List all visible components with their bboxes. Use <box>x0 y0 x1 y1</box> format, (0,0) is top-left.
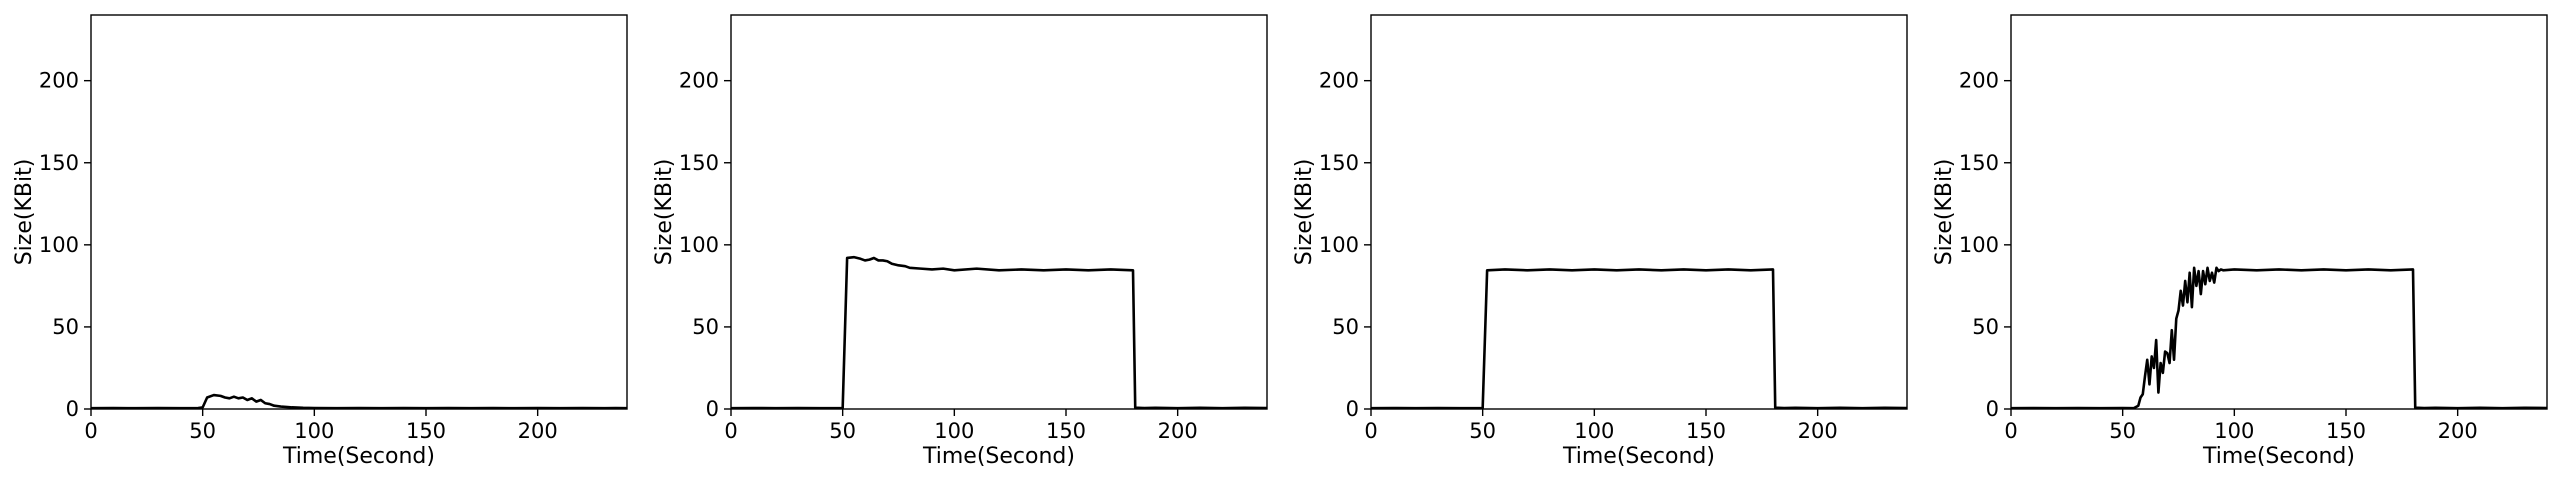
x-tick-label: 100 <box>2214 419 2254 443</box>
x-tick-label: 150 <box>1686 419 1726 443</box>
y-tick-label: 150 <box>1959 151 1999 175</box>
chart-panel-3: 0 50 100 150 200 0 50 100 150 200 Time(Second) Size… <box>1292 14 1908 469</box>
chart-panel-1: 0 50 100 150 200 0 50 100 150 200 Time(Second) Size… <box>12 14 628 469</box>
x-tick-label: 0 <box>724 419 737 443</box>
y-tick-label: 200 <box>1959 69 1999 93</box>
y-tick-label: 100 <box>1959 233 1999 257</box>
plot-frame <box>2010 14 2548 410</box>
y-axis-label: Size(KBit) <box>12 159 37 266</box>
y-tick-label: 100 <box>679 233 719 257</box>
x-axis-label: Time(Second) <box>1562 444 1715 469</box>
y-tick-label: 0 <box>66 397 79 421</box>
y-tick-label: 150 <box>39 151 79 175</box>
y-tick-label: 50 <box>52 315 79 339</box>
x-tick-label: 150 <box>1046 419 1086 443</box>
x-axis-label: Time(Second) <box>282 444 435 469</box>
y-tick-label: 100 <box>1319 233 1359 257</box>
y-tick-label: 150 <box>679 151 719 175</box>
plot-frame <box>730 14 1268 410</box>
y-tick-label: 50 <box>692 315 719 339</box>
plot-frame <box>1370 14 1908 410</box>
x-tick-label: 200 <box>1798 419 1838 443</box>
series-line-1 <box>730 255 1268 410</box>
chart-panel-4: 0 50 100 150 200 0 50 100 150 200 Time(Second) Size… <box>1932 14 2548 469</box>
x-tick-label: 150 <box>2326 419 2366 443</box>
x-tick-label: 200 <box>2438 419 2478 443</box>
chart-panel-2: 0 50 100 150 200 0 50 100 150 200 Time(Second) Size… <box>652 14 1268 469</box>
x-tick-label: 50 <box>189 419 216 443</box>
x-tick-label: 50 <box>2109 419 2136 443</box>
x-tick-label: 150 <box>406 419 446 443</box>
y-tick-label: 50 <box>1972 315 1999 339</box>
y-axis-label: Size(KBit) <box>652 159 677 266</box>
series-line-1 <box>1370 268 1908 410</box>
series-line-1 <box>2010 266 2548 410</box>
series-line-1 <box>90 393 628 410</box>
x-tick-label: 0 <box>1364 419 1377 443</box>
x-tick-label: 50 <box>1469 419 1496 443</box>
y-tick-label: 200 <box>1319 69 1359 93</box>
x-tick-label: 0 <box>2004 419 2017 443</box>
y-tick-label: 150 <box>1319 151 1359 175</box>
x-tick-label: 100 <box>1574 419 1614 443</box>
y-axis-label: Size(KBit) <box>1932 159 1957 266</box>
y-tick-label: 50 <box>1332 315 1359 339</box>
y-tick-label: 100 <box>39 233 79 257</box>
y-tick-label: 200 <box>39 69 79 93</box>
chart-panels: 0 50 100 150 200 0 50 100 150 200 Time(Second) Size… <box>12 14 2548 469</box>
y-tick-label: 0 <box>1346 397 1359 421</box>
x-tick-label: 100 <box>934 419 974 443</box>
y-tick-label: 0 <box>1986 397 1999 421</box>
x-axis-label: Time(Second) <box>922 444 1075 469</box>
x-tick-label: 200 <box>518 419 558 443</box>
plot-frame <box>90 14 628 410</box>
y-axis-label: Size(KBit) <box>1292 159 1317 266</box>
x-tick-label: 50 <box>829 419 856 443</box>
x-tick-label: 100 <box>294 419 334 443</box>
x-tick-label: 0 <box>84 419 97 443</box>
y-tick-label: 0 <box>706 397 719 421</box>
x-tick-label: 200 <box>1158 419 1198 443</box>
y-tick-label: 200 <box>679 69 719 93</box>
x-axis-label: Time(Second) <box>2202 444 2355 469</box>
